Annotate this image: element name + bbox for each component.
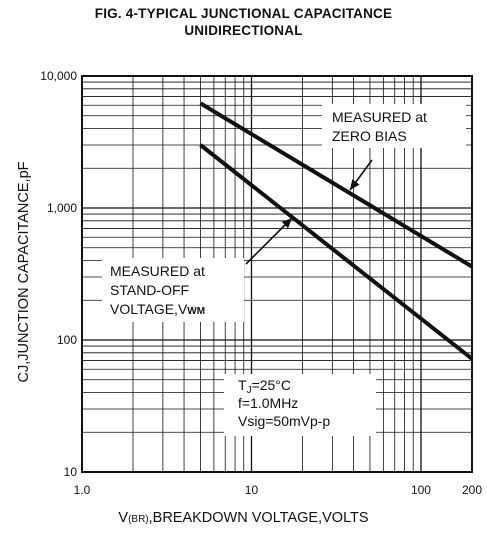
x-axis-label-sub: (BR) [128, 514, 149, 525]
y-axis-label: CJ,JUNCTION CAPACITANCE,pF [16, 161, 32, 383]
chart-title: FIG. 4-TYPICAL JUNCTIONAL CAPACITANCE [94, 6, 393, 21]
series-line-zero-bias [199, 101, 474, 269]
x-tick-label: 10 [245, 483, 259, 497]
arrow-standoff [245, 217, 293, 265]
annotation-text: STAND-OFF [110, 282, 189, 298]
x-axis-label-rest: ,BREAKDOWN VOLTAGE,VOLTS [148, 510, 369, 526]
annotation-box-zero-bias [322, 104, 466, 148]
plot-frame [81, 75, 473, 473]
annotation-text: f=1.0MHz [238, 395, 298, 411]
annotation-box-conditions [224, 374, 376, 436]
annotation-subscript: WM [187, 306, 205, 317]
annotation-text: TJ=25°C [238, 377, 291, 396]
y-tick-label: 1,000 [47, 201, 77, 215]
chart-subtitle: UNIDIRECTIONAL [184, 23, 303, 38]
arrow-zero-bias-head [350, 179, 360, 190]
series-line-standoff [199, 143, 474, 361]
annotation-text-rest: =25°C [252, 377, 291, 393]
annotation-text: VOLTAGE,VWM [110, 301, 205, 317]
arrow-standoff-head [281, 218, 292, 229]
y-tick-label: 10 [64, 465, 78, 479]
annotation-text: MEASURED at [332, 109, 427, 125]
x-tick-label: 100 [411, 483, 431, 497]
x-axis-label-main: V [118, 510, 129, 526]
annotation-text: MEASURED at [110, 263, 205, 279]
annotation-box-standoff [102, 258, 244, 322]
y-tick-label: 100 [57, 333, 77, 347]
x-tick-label: 200 [462, 483, 482, 497]
x-axis-label: V(BR),BREAKDOWN VOLTAGE,VOLTS [0, 510, 487, 526]
annotation-text: Vsig=50mVp-p [238, 413, 330, 429]
y-tick-label: 10,000 [40, 69, 77, 83]
annotation-text: ZERO BIAS [332, 128, 407, 144]
annotation-subscript: J [247, 385, 252, 396]
x-tick-label: 1.0 [74, 483, 91, 497]
